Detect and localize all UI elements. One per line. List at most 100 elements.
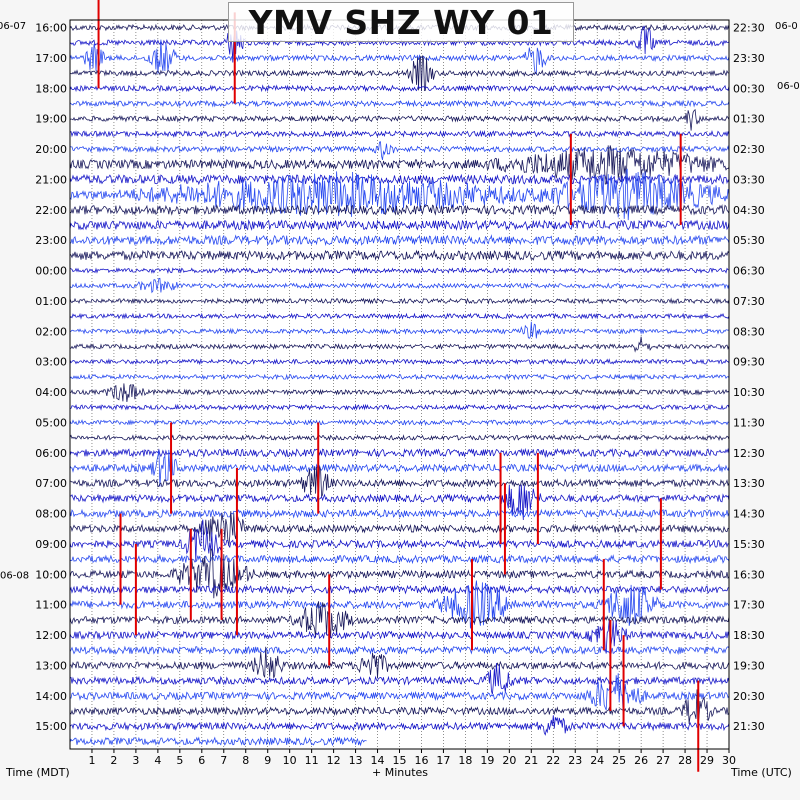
trace-row xyxy=(69,99,730,108)
right-hour-label: 21:30 xyxy=(733,720,765,733)
right-hour-label: 05:30 xyxy=(733,234,765,247)
trace-row xyxy=(69,519,730,562)
x-tick-label: 2 xyxy=(110,754,117,767)
trace-row xyxy=(69,297,730,305)
x-tick-label: 10 xyxy=(283,754,297,767)
right-hour-label: 11:30 xyxy=(733,416,765,429)
left-hour-label: 22:00 xyxy=(35,204,67,217)
right-hour-label: 03:30 xyxy=(733,173,765,186)
right-hour-label: 09:30 xyxy=(733,356,765,369)
left-hour-label: 09:00 xyxy=(35,538,67,551)
left-hour-label: 06:00 xyxy=(35,447,67,460)
trace-row xyxy=(69,434,730,442)
x-tick-label: 1 xyxy=(88,754,95,767)
trace-row xyxy=(69,336,730,353)
x-tick-label: 7 xyxy=(220,754,227,767)
trace-row xyxy=(69,484,730,521)
left-hour-label: 11:00 xyxy=(35,599,67,612)
right-date-label: 06-0 xyxy=(775,21,798,32)
trace-row xyxy=(69,715,730,736)
trace-row xyxy=(69,234,730,247)
right-hour-label: 18:30 xyxy=(733,629,765,642)
x-tick-label: 6 xyxy=(198,754,205,767)
trace-row xyxy=(69,689,730,728)
trace-row xyxy=(69,511,730,547)
right-date-label: 06-0 xyxy=(777,81,800,92)
left-hour-label: 04:00 xyxy=(35,386,67,399)
left-date-label: 06-08 xyxy=(0,570,29,581)
right-hour-label: 22:30 xyxy=(733,22,765,35)
right-hour-label: 16:30 xyxy=(733,568,765,581)
trace-row xyxy=(69,249,730,262)
left-hour-label: 20:00 xyxy=(35,143,67,156)
trace-row xyxy=(69,383,730,403)
left-hour-label: 13:00 xyxy=(35,659,67,672)
trace-row xyxy=(69,55,730,92)
x-tick-label: 9 xyxy=(264,754,271,767)
x-tick-label: 3 xyxy=(132,754,139,767)
trace-row xyxy=(69,548,730,599)
trace-row xyxy=(69,419,730,427)
right-hour-label: 01:30 xyxy=(733,113,765,126)
right-hour-label: 13:30 xyxy=(733,477,765,490)
left-hour-label: 19:00 xyxy=(35,113,67,126)
left-date-label: 06-07 xyxy=(0,21,26,32)
right-hour-label: 12:30 xyxy=(733,447,765,460)
right-hour-label: 00:30 xyxy=(733,82,765,95)
trace-row xyxy=(69,312,730,320)
left-hour-label: 16:00 xyxy=(35,22,67,35)
trace-row xyxy=(69,129,730,138)
x-tick-label: 8 xyxy=(242,754,249,767)
left-hour-label: 14:00 xyxy=(35,690,67,703)
left-hour-label: 21:00 xyxy=(35,173,67,186)
x-tick-label: 14 xyxy=(371,754,385,767)
trace-row xyxy=(69,358,730,366)
right-hour-label: 14:30 xyxy=(733,508,765,521)
x-tick-label: 13 xyxy=(349,754,363,767)
plot-area xyxy=(70,20,729,749)
left-hour-label: 12:00 xyxy=(35,629,67,642)
trace-row xyxy=(69,584,730,595)
right-hour-label: 17:30 xyxy=(733,599,765,612)
left-hour-label: 07:00 xyxy=(35,477,67,490)
left-hour-label: 02:00 xyxy=(35,325,67,338)
right-hour-label: 15:30 xyxy=(733,538,765,551)
x-tick-label: 12 xyxy=(327,754,341,767)
x-tick-label: 11 xyxy=(305,754,319,767)
x-tick-label: 28 xyxy=(678,754,692,767)
trace-row xyxy=(69,373,730,381)
right-axis-label: Time (UTC) xyxy=(731,766,792,779)
left-axis-label: Time (MDT) xyxy=(6,766,70,779)
trace-row xyxy=(69,39,730,75)
left-hour-label: 23:00 xyxy=(35,234,67,247)
x-tick-label: 29 xyxy=(700,754,714,767)
trace-row xyxy=(69,219,730,231)
trace-row xyxy=(69,141,730,160)
x-tick-label: 5 xyxy=(176,754,183,767)
x-tick-label: 16 xyxy=(414,754,428,767)
right-hour-label: 10:30 xyxy=(733,386,765,399)
x-tick-label: 25 xyxy=(612,754,626,767)
x-axis-label: + Minutes xyxy=(372,766,429,779)
trace-row xyxy=(69,579,730,629)
trace-row xyxy=(69,736,367,747)
trace-row xyxy=(69,645,730,656)
trace-row xyxy=(69,173,730,186)
x-tick-label: 26 xyxy=(634,754,648,767)
x-tick-label: 21 xyxy=(524,754,538,767)
x-tick-label: 19 xyxy=(480,754,494,767)
trace-row xyxy=(69,403,730,411)
trace-row xyxy=(69,620,730,654)
right-hour-label: 19:30 xyxy=(733,659,765,672)
trace-row xyxy=(69,321,730,339)
left-hour-label: 18:00 xyxy=(35,82,67,95)
trace-row xyxy=(69,145,730,185)
x-tick-label: 30 xyxy=(722,754,736,767)
x-tick-label: 23 xyxy=(568,754,582,767)
trace-row xyxy=(69,508,730,519)
trace-row xyxy=(69,203,730,216)
chart-title: YMV SHZ WY 01 xyxy=(228,2,574,42)
left-hour-label: 08:00 xyxy=(35,508,67,521)
left-hour-label: 01:00 xyxy=(35,295,67,308)
